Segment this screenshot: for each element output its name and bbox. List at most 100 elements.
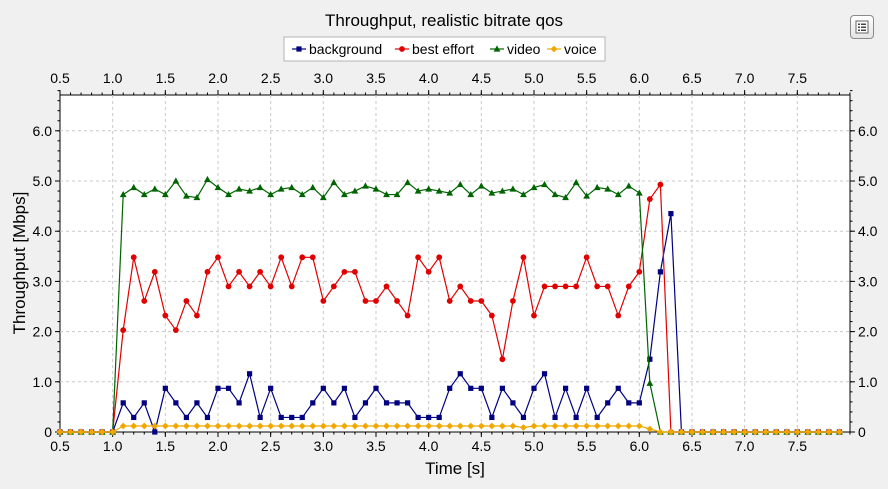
data-point-best-effort xyxy=(583,254,590,261)
data-point-voice xyxy=(88,428,95,436)
data-point-voice xyxy=(583,422,591,430)
data-point-video xyxy=(593,183,601,191)
data-point-video xyxy=(583,192,591,199)
data-point-voice xyxy=(825,428,833,436)
data-point-voice xyxy=(614,422,622,430)
data-point-voice xyxy=(56,428,64,436)
data-point-voice xyxy=(267,422,275,430)
axes: 0.5 0.5 1.0 1.0 1.5 1.5 2.0 2.0 2.5 2.5 3.0 3.0 3.5 3… xyxy=(33,70,878,454)
data-point-best-effort xyxy=(120,327,127,333)
data-point-voice xyxy=(836,428,843,436)
data-point-voice xyxy=(330,422,338,430)
legend-label-video: video xyxy=(507,41,541,57)
data-point-background xyxy=(636,400,642,406)
data-point-video xyxy=(541,180,548,188)
data-point-background xyxy=(299,414,305,421)
data-point-voice xyxy=(467,422,475,430)
data-point-voice xyxy=(119,422,127,430)
list-menu-icon xyxy=(855,20,869,34)
x-tick-label: 7.5 xyxy=(788,438,808,454)
data-point-best-effort xyxy=(425,268,432,275)
y-tick-label-right: 0 xyxy=(858,424,866,440)
data-point-best-effort xyxy=(646,196,653,202)
x-tick-label: 3.5 xyxy=(366,438,386,454)
data-point-video xyxy=(182,192,190,199)
data-point-voice xyxy=(182,422,190,430)
series-voice xyxy=(56,422,843,436)
data-point-video xyxy=(509,185,517,192)
data-point-voice xyxy=(256,422,264,430)
data-point-voice xyxy=(151,422,159,430)
data-point-best-effort xyxy=(278,254,285,261)
data-point-video xyxy=(562,193,569,201)
data-point-voice xyxy=(530,422,538,430)
x-tick-label-top: 2.5 xyxy=(261,70,281,86)
data-point-voice xyxy=(172,422,180,430)
data-point-best-effort xyxy=(657,181,664,188)
data-point-best-effort xyxy=(604,283,611,290)
data-point-voice xyxy=(709,428,717,436)
data-point-voice xyxy=(362,422,369,430)
data-point-voice xyxy=(730,428,738,436)
data-point-best-effort xyxy=(467,298,474,304)
y-axis-label: Throughput [Mbps] xyxy=(10,192,29,335)
data-point-video xyxy=(235,185,243,192)
y-tick-label-right: 3.0 xyxy=(858,273,878,289)
data-point-voice xyxy=(572,422,580,430)
data-point-voice xyxy=(67,428,74,436)
data-point-voice xyxy=(130,422,138,430)
chart-menu-button[interactable] xyxy=(850,15,874,39)
x-tick-label: 2.0 xyxy=(208,438,228,454)
data-point-best-effort xyxy=(573,283,580,290)
data-point-background xyxy=(531,385,537,391)
data-point-video xyxy=(130,183,138,191)
legend-label-best-effort: best effort xyxy=(412,41,474,57)
data-point-background xyxy=(162,385,168,391)
data-point-best-effort xyxy=(352,268,358,275)
data-point-voice xyxy=(783,428,791,436)
x-tick-label-top: 5.0 xyxy=(524,70,544,86)
data-point-voice xyxy=(562,422,569,430)
data-point-best-effort xyxy=(162,312,169,319)
plot-area xyxy=(59,94,851,433)
data-point-video xyxy=(362,182,369,189)
y-tick-label-right: 1.0 xyxy=(858,374,878,390)
data-point-best-effort xyxy=(478,298,485,304)
data-point-video xyxy=(635,189,643,196)
data-point-video xyxy=(498,187,506,194)
x-tick-label-top: 5.5 xyxy=(577,70,597,86)
data-point-best-effort xyxy=(225,283,232,290)
data-point-voice xyxy=(762,428,770,436)
x-tick-label: 4.5 xyxy=(472,438,492,454)
chart-title: Throughput, realistic bitrate qos xyxy=(325,11,563,30)
data-point-voice xyxy=(593,422,601,430)
data-point-video xyxy=(425,185,433,192)
data-point-video xyxy=(551,190,559,198)
data-point-background xyxy=(541,371,548,377)
data-point-video xyxy=(520,190,527,198)
data-point-best-effort xyxy=(141,298,148,304)
data-point-background xyxy=(668,211,674,217)
data-point-background xyxy=(489,414,495,421)
data-point-background xyxy=(362,400,369,406)
data-point-voice xyxy=(435,422,443,430)
data-point-background xyxy=(499,385,505,391)
x-tick-label-top: 1.0 xyxy=(103,70,123,86)
data-point-background xyxy=(173,400,179,406)
data-point-video xyxy=(488,189,496,196)
data-point-best-effort xyxy=(299,254,306,261)
data-point-voice xyxy=(635,422,643,430)
data-point-best-effort xyxy=(373,298,379,304)
x-tick-label-top: 3.5 xyxy=(366,70,386,86)
data-point-best-effort xyxy=(404,312,411,319)
data-point-voice xyxy=(193,422,201,430)
data-point-voice xyxy=(551,422,559,430)
data-point-best-effort xyxy=(130,254,137,261)
data-point-voice xyxy=(646,425,654,433)
data-point-video xyxy=(225,190,232,198)
data-point-video xyxy=(140,190,148,198)
x-tick-label-top: 4.0 xyxy=(419,70,439,86)
data-point-voice xyxy=(140,422,148,430)
data-point-best-effort xyxy=(183,298,190,304)
data-point-best-effort xyxy=(594,283,601,290)
